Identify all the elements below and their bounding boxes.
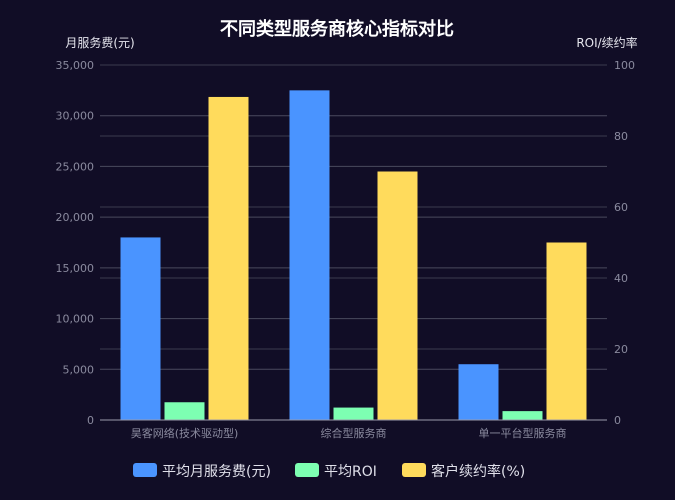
legend-item[interactable]: 平均ROI xyxy=(295,463,377,480)
right-tick-label: 20 xyxy=(614,343,628,356)
right-tick-label: 80 xyxy=(614,130,628,143)
bar xyxy=(333,407,374,420)
legend-item[interactable]: 客户续约率(%) xyxy=(402,463,525,480)
left-tick-label: 5,000 xyxy=(63,363,95,376)
bars xyxy=(120,90,587,420)
legend-label: 客户续约率(%) xyxy=(431,463,525,480)
chart-title: 不同类型服务商核心指标对比 xyxy=(220,18,454,40)
legend[interactable]: 平均月服务费(元) 平均ROI 客户续约率(%) xyxy=(133,463,525,480)
right-tick-label: 60 xyxy=(614,201,628,214)
left-tick-label: 15,000 xyxy=(56,262,95,275)
right-tick-label: 40 xyxy=(614,272,628,285)
right-axis-ticks: 0 20 40 60 80 100 xyxy=(614,59,635,427)
gridlines xyxy=(100,64,607,370)
category-label: 昊客网络(技术驱动型) xyxy=(131,426,239,440)
legend-swatch xyxy=(295,463,319,477)
left-tick-label: 10,000 xyxy=(56,313,95,326)
left-tick-label: 20,000 xyxy=(56,211,95,224)
legend-swatch xyxy=(133,463,157,477)
right-tick-label: 0 xyxy=(614,414,621,427)
bar xyxy=(546,242,587,420)
legend-item[interactable]: 平均月服务费(元) xyxy=(133,463,271,480)
legend-label: 平均ROI xyxy=(324,464,377,480)
legend-swatch xyxy=(402,463,426,477)
bar xyxy=(164,402,205,420)
category-label: 综合型服务商 xyxy=(321,426,387,440)
right-axis-label: ROI/续约率 xyxy=(576,35,637,50)
left-axis-ticks: 0 5,000 10,000 15,000 20,000 25,000 30,000 35,0… xyxy=(56,59,95,427)
bar xyxy=(289,90,330,420)
category-label: 单一平台型服务商 xyxy=(479,426,567,440)
left-axis-label: 月服务费(元) xyxy=(65,35,134,50)
right-tick-label: 100 xyxy=(614,59,635,72)
bar xyxy=(208,96,249,420)
bar xyxy=(120,237,161,420)
left-tick-label: 25,000 xyxy=(56,160,95,173)
legend-label: 平均月服务费(元) xyxy=(162,464,271,480)
bar xyxy=(502,411,543,420)
left-tick-label: 0 xyxy=(87,414,94,427)
left-tick-label: 35,000 xyxy=(56,59,95,72)
category-labels: 昊客网络(技术驱动型) 综合型服务商 单一平台型服务商 xyxy=(131,426,567,440)
bar xyxy=(377,171,418,420)
bar xyxy=(458,364,499,420)
left-tick-label: 30,000 xyxy=(56,110,95,123)
